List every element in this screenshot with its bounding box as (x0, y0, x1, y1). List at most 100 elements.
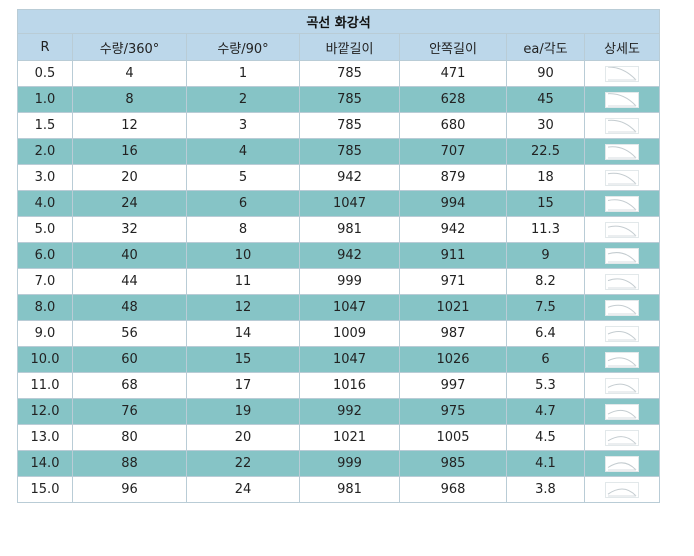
curve-detail-thumbnail-icon[interactable] (605, 481, 640, 498)
cell-detail (583, 346, 661, 373)
cell-detail (583, 242, 661, 269)
cell-qty-90: 12 (186, 294, 300, 321)
cell-detail (583, 320, 661, 347)
curve-detail-thumbnail-icon[interactable] (605, 65, 640, 82)
cell-inner-length: 994 (399, 190, 507, 217)
cell-ea-angle: 18 (506, 164, 585, 191)
cell-outer-length: 1047 (299, 190, 400, 217)
cell-qty-90: 4 (186, 138, 300, 165)
cell-r: 0.5 (17, 60, 73, 87)
cell-ea-angle: 4.5 (506, 424, 585, 451)
cell-detail (583, 216, 661, 243)
cell-inner-length: 968 (399, 476, 507, 503)
cell-qty-90: 10 (186, 242, 300, 269)
cell-detail (583, 268, 661, 295)
curve-detail-thumbnail-icon[interactable] (605, 455, 640, 472)
cell-detail (583, 138, 661, 165)
cell-ea-angle: 3.8 (506, 476, 585, 503)
cell-inner-length: 911 (399, 242, 507, 269)
curve-detail-thumbnail-icon[interactable] (605, 273, 640, 290)
cell-outer-length: 992 (299, 398, 400, 425)
cell-outer-length: 1021 (299, 424, 400, 451)
table-title: 곡선 화강석 (16, 9, 661, 34)
cell-qty-90: 14 (186, 320, 300, 347)
cell-r: 11.0 (17, 372, 73, 399)
cell-inner-length: 471 (399, 60, 507, 87)
cell-r: 2.0 (17, 138, 73, 165)
cell-r: 8.0 (17, 294, 73, 321)
table-row: 11.0 68 17 1016 997 5.3 (17, 372, 661, 399)
cell-qty-90: 17 (186, 372, 300, 399)
table-row: 0.5 4 1 785 471 90 (17, 60, 661, 87)
cell-r: 12.0 (17, 398, 73, 425)
table-row: 3.0 20 5 942 879 18 (17, 164, 661, 191)
header-qty-360: 수량/360° (72, 33, 187, 61)
cell-ea-angle: 4.1 (506, 450, 585, 477)
cell-outer-length: 785 (299, 60, 400, 87)
table-row: 15.0 96 24 981 968 3.8 (17, 476, 661, 503)
cell-qty-360: 60 (72, 346, 187, 373)
cell-ea-angle: 11.3 (506, 216, 585, 243)
cell-qty-90: 19 (186, 398, 300, 425)
cell-inner-length: 680 (399, 112, 507, 139)
cell-qty-360: 16 (72, 138, 187, 165)
cell-ea-angle: 9 (506, 242, 585, 269)
curve-detail-thumbnail-icon[interactable] (605, 325, 640, 342)
cell-qty-360: 56 (72, 320, 187, 347)
cell-qty-360: 96 (72, 476, 187, 503)
curve-detail-thumbnail-icon[interactable] (605, 195, 640, 212)
cell-r: 5.0 (17, 216, 73, 243)
cell-qty-360: 32 (72, 216, 187, 243)
cell-r: 13.0 (17, 424, 73, 451)
cell-qty-360: 76 (72, 398, 187, 425)
cell-ea-angle: 8.2 (506, 268, 585, 295)
cell-outer-length: 999 (299, 450, 400, 477)
cell-outer-length: 981 (299, 216, 400, 243)
cell-outer-length: 1047 (299, 346, 400, 373)
cell-detail (583, 112, 661, 139)
cell-r: 7.0 (17, 268, 73, 295)
curve-detail-thumbnail-icon[interactable] (605, 221, 640, 238)
cell-ea-angle: 22.5 (506, 138, 585, 165)
cell-inner-length: 628 (399, 86, 507, 113)
cell-outer-length: 942 (299, 242, 400, 269)
cell-qty-90: 5 (186, 164, 300, 191)
table-row: 7.0 44 11 999 971 8.2 (17, 268, 661, 295)
cell-detail (583, 86, 661, 113)
curve-detail-thumbnail-icon[interactable] (605, 91, 640, 108)
cell-inner-length: 1021 (399, 294, 507, 321)
curve-detail-thumbnail-icon[interactable] (605, 299, 640, 316)
cell-outer-length: 785 (299, 138, 400, 165)
curve-detail-thumbnail-icon[interactable] (605, 143, 640, 160)
cell-ea-angle: 90 (506, 60, 585, 87)
curve-detail-thumbnail-icon[interactable] (605, 169, 640, 186)
curve-detail-thumbnail-icon[interactable] (605, 247, 640, 264)
cell-qty-90: 1 (186, 60, 300, 87)
table-row: 8.0 48 12 1047 1021 7.5 (17, 294, 661, 321)
cell-qty-90: 6 (186, 190, 300, 217)
curve-detail-thumbnail-icon[interactable] (605, 377, 640, 394)
cell-inner-length: 1005 (399, 424, 507, 451)
curve-detail-thumbnail-icon[interactable] (605, 429, 640, 446)
header-ea-angle: ea/각도 (506, 33, 585, 61)
cell-detail (583, 372, 661, 399)
curve-detail-thumbnail-icon[interactable] (605, 351, 640, 368)
header-qty-90: 수량/90° (186, 33, 300, 61)
cell-r: 9.0 (17, 320, 73, 347)
header-outer-length: 바깥길이 (299, 33, 400, 61)
cell-qty-90: 8 (186, 216, 300, 243)
cell-qty-360: 88 (72, 450, 187, 477)
cell-ea-angle: 15 (506, 190, 585, 217)
curve-detail-thumbnail-icon[interactable] (605, 117, 640, 134)
cell-ea-angle: 5.3 (506, 372, 585, 399)
table-row: 1.0 8 2 785 628 45 (17, 86, 661, 113)
cell-outer-length: 1016 (299, 372, 400, 399)
cell-qty-360: 8 (72, 86, 187, 113)
cell-inner-length: 971 (399, 268, 507, 295)
cell-r: 10.0 (17, 346, 73, 373)
cell-ea-angle: 45 (506, 86, 585, 113)
cell-outer-length: 1009 (299, 320, 400, 347)
cell-inner-length: 975 (399, 398, 507, 425)
curve-detail-thumbnail-icon[interactable] (605, 403, 640, 420)
cell-qty-360: 80 (72, 424, 187, 451)
